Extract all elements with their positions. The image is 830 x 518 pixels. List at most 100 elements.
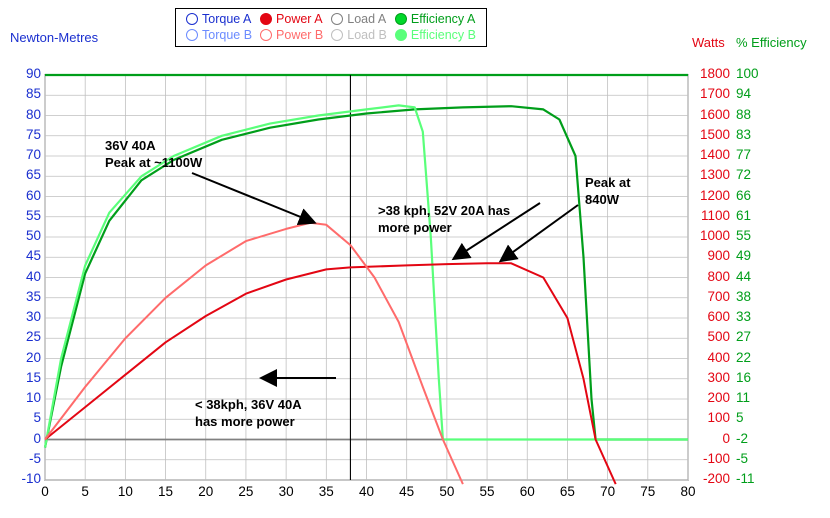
legend-label: Load B bbox=[347, 28, 387, 42]
tick-left: 45 bbox=[11, 248, 41, 263]
tick-right-watts: 1000 bbox=[692, 228, 730, 243]
tick-right-eff: 77 bbox=[736, 147, 764, 162]
legend-label: Power A bbox=[276, 12, 323, 26]
legend: Torque A Power A Load A Efficiency A Torque … bbox=[175, 8, 487, 47]
tick-left: 70 bbox=[11, 147, 41, 162]
tick-bottom: 15 bbox=[156, 484, 176, 499]
tick-left: 75 bbox=[11, 127, 41, 142]
tick-left: 35 bbox=[11, 289, 41, 304]
legend-item: Torque A bbox=[186, 12, 252, 26]
tick-right-eff: 16 bbox=[736, 370, 764, 385]
legend-label: Efficiency A bbox=[411, 12, 475, 26]
tick-right-eff: 11 bbox=[736, 390, 764, 405]
annotation-text: Peak at 840W bbox=[585, 175, 631, 208]
legend-swatch-icon bbox=[186, 29, 198, 41]
tick-right-watts: 800 bbox=[692, 269, 730, 284]
tick-bottom: 75 bbox=[638, 484, 658, 499]
tick-bottom: 25 bbox=[236, 484, 256, 499]
tick-right-eff: 49 bbox=[736, 248, 764, 263]
chart-canvas: Newton-Metres Watts % Efficiency Torque … bbox=[0, 0, 830, 518]
tick-right-eff: 83 bbox=[736, 127, 764, 142]
tick-bottom: 65 bbox=[557, 484, 577, 499]
legend-swatch-icon bbox=[260, 29, 272, 41]
tick-right-watts: 1100 bbox=[692, 208, 730, 223]
tick-right-watts: 1500 bbox=[692, 127, 730, 142]
tick-right-watts: -100 bbox=[692, 451, 730, 466]
tick-left: 55 bbox=[11, 208, 41, 223]
tick-right-watts: 700 bbox=[692, 289, 730, 304]
legend-item: Efficiency B bbox=[395, 28, 476, 42]
tick-left: 90 bbox=[11, 66, 41, 81]
legend-label: Load A bbox=[347, 12, 386, 26]
tick-left: 30 bbox=[11, 309, 41, 324]
tick-right-watts: 200 bbox=[692, 390, 730, 405]
legend-label: Efficiency B bbox=[411, 28, 476, 42]
tick-bottom: 50 bbox=[437, 484, 457, 499]
legend-swatch-icon bbox=[395, 13, 407, 25]
tick-left: 0 bbox=[11, 431, 41, 446]
tick-right-eff: -11 bbox=[736, 471, 764, 486]
tick-right-watts: 1800 bbox=[692, 66, 730, 81]
tick-right-watts: 100 bbox=[692, 410, 730, 425]
tick-right-watts: 0 bbox=[692, 431, 730, 446]
legend-swatch-icon bbox=[260, 13, 272, 25]
tick-bottom: 20 bbox=[196, 484, 216, 499]
tick-bottom: 40 bbox=[357, 484, 377, 499]
tick-right-eff: 100 bbox=[736, 66, 764, 81]
legend-item: Power A bbox=[260, 12, 323, 26]
tick-bottom: 45 bbox=[397, 484, 417, 499]
tick-right-eff: 5 bbox=[736, 410, 764, 425]
tick-right-eff: 33 bbox=[736, 309, 764, 324]
tick-right-eff: 22 bbox=[736, 350, 764, 365]
tick-right-eff: 88 bbox=[736, 107, 764, 122]
annotation-text: 36V 40A Peak at ~1100W bbox=[105, 138, 202, 171]
tick-right-watts: 600 bbox=[692, 309, 730, 324]
tick-left: 25 bbox=[11, 329, 41, 344]
tick-bottom: 55 bbox=[477, 484, 497, 499]
tick-left: 15 bbox=[11, 370, 41, 385]
legend-item: Load B bbox=[331, 28, 387, 42]
tick-right-watts: 1700 bbox=[692, 86, 730, 101]
tick-left: 20 bbox=[11, 350, 41, 365]
tick-bottom: 60 bbox=[517, 484, 537, 499]
tick-right-eff: 27 bbox=[736, 329, 764, 344]
tick-bottom: 5 bbox=[75, 484, 95, 499]
tick-bottom: 0 bbox=[35, 484, 55, 499]
annotation-text: < 38kph, 36V 40A has more power bbox=[195, 397, 302, 430]
tick-right-eff: 94 bbox=[736, 86, 764, 101]
tick-right-eff: -5 bbox=[736, 451, 764, 466]
tick-right-eff: -2 bbox=[736, 431, 764, 446]
tick-right-eff: 72 bbox=[736, 167, 764, 182]
tick-left: 85 bbox=[11, 86, 41, 101]
tick-right-watts: 400 bbox=[692, 350, 730, 365]
tick-right-watts: 1300 bbox=[692, 167, 730, 182]
legend-item: Load A bbox=[331, 12, 387, 26]
tick-right-watts: 300 bbox=[692, 370, 730, 385]
tick-left: 80 bbox=[11, 107, 41, 122]
legend-item: Efficiency A bbox=[395, 12, 476, 26]
tick-right-eff: 61 bbox=[736, 208, 764, 223]
tick-left: 40 bbox=[11, 269, 41, 284]
tick-bottom: 10 bbox=[115, 484, 135, 499]
tick-bottom: 35 bbox=[316, 484, 336, 499]
legend-label: Power B bbox=[276, 28, 323, 42]
legend-item: Torque B bbox=[186, 28, 252, 42]
tick-right-eff: 44 bbox=[736, 269, 764, 284]
tick-right-eff: 38 bbox=[736, 289, 764, 304]
annotation-text: >38 kph, 52V 20A has more power bbox=[378, 203, 510, 236]
tick-right-watts: 900 bbox=[692, 248, 730, 263]
legend-swatch-icon bbox=[331, 13, 343, 25]
tick-right-watts: 500 bbox=[692, 329, 730, 344]
legend-item: Power B bbox=[260, 28, 323, 42]
tick-left: -5 bbox=[11, 451, 41, 466]
legend-label: Torque B bbox=[202, 28, 252, 42]
tick-bottom: 70 bbox=[598, 484, 618, 499]
tick-bottom: 30 bbox=[276, 484, 296, 499]
legend-swatch-icon bbox=[186, 13, 198, 25]
legend-swatch-icon bbox=[395, 29, 407, 41]
tick-right-eff: 66 bbox=[736, 188, 764, 203]
tick-left: 60 bbox=[11, 188, 41, 203]
tick-right-eff: 55 bbox=[736, 228, 764, 243]
tick-left: 65 bbox=[11, 167, 41, 182]
legend-swatch-icon bbox=[331, 29, 343, 41]
